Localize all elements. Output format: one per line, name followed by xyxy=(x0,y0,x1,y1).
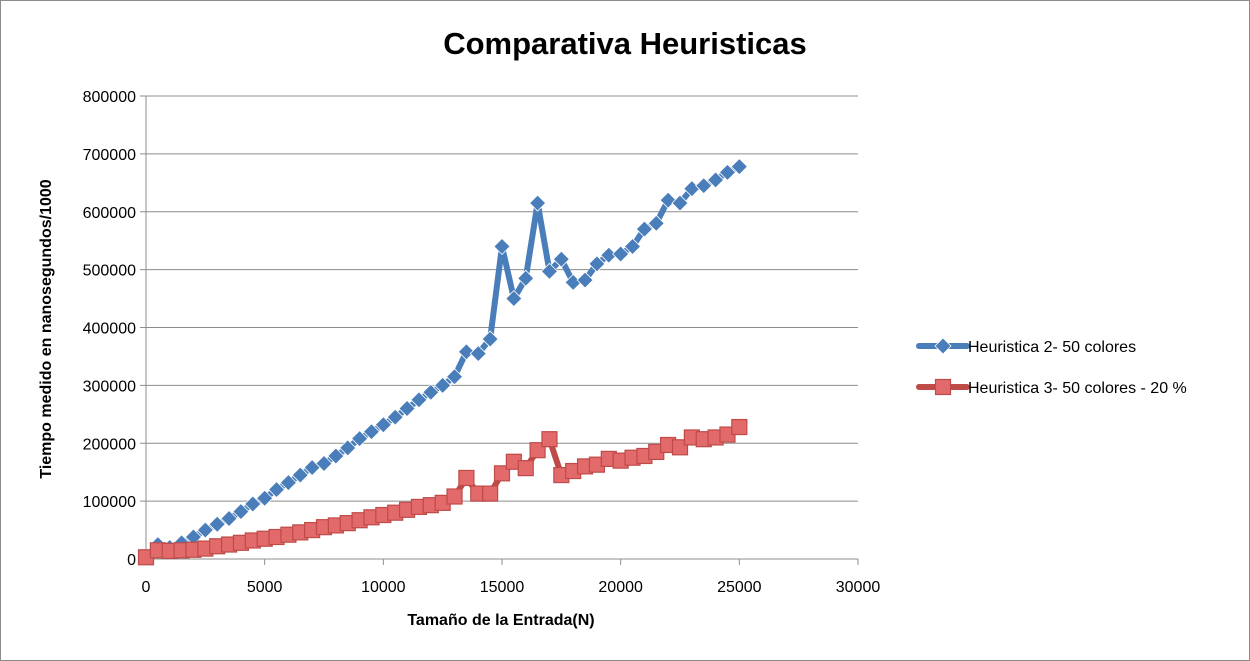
series-1 xyxy=(137,158,748,567)
y-tick-label: 600000 xyxy=(83,205,136,222)
x-tick-label: 30000 xyxy=(836,579,881,596)
series-2 xyxy=(137,418,748,566)
data-point xyxy=(493,465,511,482)
grid-lines xyxy=(146,95,858,502)
x-tick-label: 15000 xyxy=(480,579,525,596)
legend-marker xyxy=(934,337,952,355)
data-point xyxy=(445,368,464,386)
data-point xyxy=(540,262,559,280)
y-tick-label: 800000 xyxy=(83,89,136,106)
data-point xyxy=(731,418,748,436)
x-axis-title: Tamaño de la Entrada(N) xyxy=(407,612,594,629)
data-point xyxy=(291,466,309,484)
axes: 0100000200000300000400000500000600000700… xyxy=(83,89,881,596)
data-point xyxy=(576,271,594,289)
data-point xyxy=(707,171,725,189)
data-point xyxy=(446,488,463,505)
y-tick-label: 200000 xyxy=(83,436,136,453)
data-point xyxy=(529,194,547,212)
plot-area xyxy=(137,158,748,567)
data-point xyxy=(315,454,333,473)
data-point xyxy=(351,430,369,448)
data-point xyxy=(552,250,570,268)
data-point xyxy=(695,177,713,195)
data-point xyxy=(647,214,665,232)
data-point xyxy=(481,330,499,348)
data-point xyxy=(529,442,546,459)
data-point xyxy=(232,502,250,521)
data-point xyxy=(469,344,487,363)
y-tick-label: 700000 xyxy=(83,147,136,164)
x-tick-label: 20000 xyxy=(598,579,643,596)
y-tick-label: 400000 xyxy=(83,321,136,338)
y-tick-label: 500000 xyxy=(83,263,136,280)
data-point xyxy=(267,480,286,499)
data-point xyxy=(517,460,534,477)
x-tick-label: 10000 xyxy=(361,579,406,596)
data-point xyxy=(386,408,404,426)
data-point xyxy=(422,383,440,401)
data-point xyxy=(362,423,381,441)
data-point xyxy=(398,399,416,418)
y-tick-label: 300000 xyxy=(83,378,136,395)
x-tick-label: 0 xyxy=(142,579,151,596)
x-tick-label: 5000 xyxy=(247,579,283,596)
data-point xyxy=(659,191,677,209)
data-point xyxy=(718,163,737,181)
data-point xyxy=(493,237,511,256)
legend-label: Heuristica 2- 50 colores xyxy=(968,339,1136,356)
data-point xyxy=(623,237,642,256)
data-point xyxy=(671,439,689,456)
data-point xyxy=(541,431,558,448)
data-point xyxy=(279,474,297,492)
data-point xyxy=(457,343,475,361)
legend-entry-2: Heuristica 3- 50 colores - 20 % xyxy=(916,378,1187,397)
y-axis-title: Tiempo medido en nanosegundos/1000 xyxy=(38,179,55,478)
data-point xyxy=(730,158,748,176)
data-point xyxy=(482,485,499,502)
data-point xyxy=(256,489,274,507)
data-point xyxy=(374,416,392,434)
data-point xyxy=(588,255,606,273)
data-point xyxy=(517,269,535,287)
data-point xyxy=(671,194,689,212)
data-point xyxy=(505,289,523,308)
data-point xyxy=(410,391,428,409)
data-point xyxy=(434,376,452,394)
data-point xyxy=(339,439,357,457)
data-point xyxy=(244,495,262,513)
data-point xyxy=(220,509,238,528)
legend: Heuristica 2- 50 colores Heuristica 3- 50… xyxy=(916,337,1187,397)
data-point xyxy=(635,220,653,238)
y-tick-label: 0 xyxy=(127,552,136,569)
data-point xyxy=(327,447,345,465)
data-point xyxy=(458,469,475,487)
chart-title: Comparativa Heuristicas xyxy=(443,26,807,61)
data-point xyxy=(612,245,630,263)
legend-entry-1: Heuristica 2- 50 colores xyxy=(916,337,1136,356)
legend-marker xyxy=(934,378,952,396)
y-tick-label: 100000 xyxy=(83,494,136,511)
legend-label: Heuristica 3- 50 colores - 20 % xyxy=(968,380,1187,397)
x-tick-label: 25000 xyxy=(717,579,762,596)
data-point xyxy=(208,515,226,533)
data-point xyxy=(196,521,214,539)
